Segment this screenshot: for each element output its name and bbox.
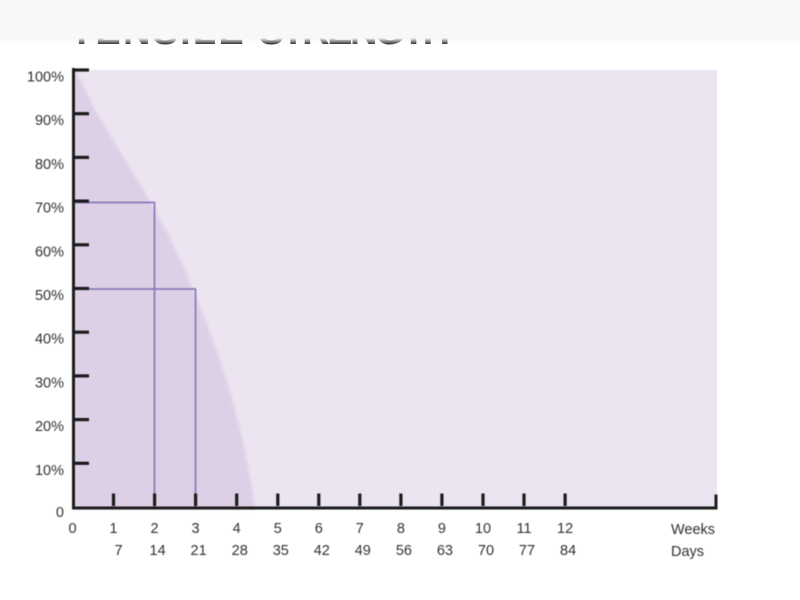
svg-text:8: 8 [397, 521, 405, 537]
svg-text:7: 7 [356, 521, 364, 537]
svg-text:10: 10 [475, 521, 491, 537]
svg-text:56: 56 [396, 543, 412, 559]
svg-text:70%: 70% [35, 201, 64, 217]
svg-text:10%: 10% [35, 463, 64, 479]
svg-text:4: 4 [233, 521, 241, 537]
svg-text:35: 35 [273, 543, 289, 559]
svg-text:63: 63 [437, 543, 453, 559]
svg-text:1: 1 [109, 521, 117, 537]
svg-text:7: 7 [114, 543, 122, 559]
svg-text:0: 0 [56, 505, 64, 521]
svg-text:6: 6 [315, 521, 323, 537]
svg-text:77: 77 [519, 543, 535, 559]
svg-text:9: 9 [438, 521, 446, 537]
svg-text:100%: 100% [27, 70, 64, 86]
svg-text:60%: 60% [35, 244, 64, 260]
svg-text:12: 12 [557, 521, 573, 537]
svg-text:42: 42 [314, 543, 330, 559]
svg-text:2: 2 [151, 521, 159, 537]
svg-text:90%: 90% [35, 113, 64, 129]
svg-text:3: 3 [192, 521, 200, 537]
svg-text:20%: 20% [35, 419, 64, 435]
svg-text:5: 5 [274, 521, 282, 537]
svg-text:84: 84 [560, 543, 576, 559]
svg-text:80%: 80% [35, 157, 64, 173]
svg-text:50%: 50% [35, 288, 64, 304]
svg-text:70: 70 [478, 543, 494, 559]
svg-text:Days: Days [671, 544, 704, 560]
svg-text:30%: 30% [35, 375, 64, 391]
svg-text:40%: 40% [35, 332, 64, 348]
svg-text:14: 14 [150, 543, 166, 559]
svg-text:21: 21 [191, 543, 207, 559]
svg-text:28: 28 [232, 543, 248, 559]
svg-text:49: 49 [355, 543, 371, 559]
svg-text:Weeks: Weeks [671, 522, 715, 538]
svg-text:0: 0 [68, 521, 76, 537]
svg-text:11: 11 [516, 521, 531, 537]
